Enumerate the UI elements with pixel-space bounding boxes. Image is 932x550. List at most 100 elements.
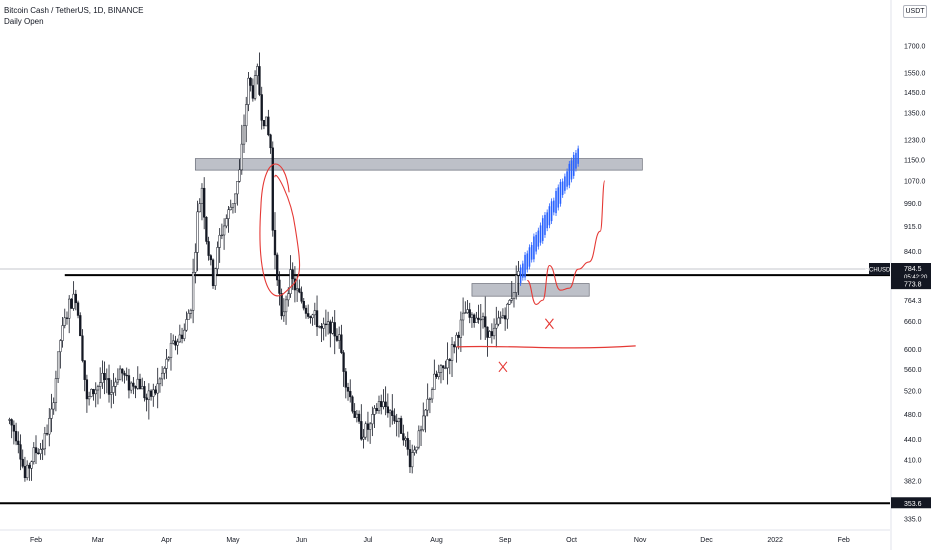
candle	[231, 203, 235, 208]
candle	[222, 225, 226, 236]
candle	[384, 401, 387, 407]
candle	[435, 373, 438, 377]
path-drawing[interactable]	[526, 180, 606, 305]
candle	[240, 143, 243, 171]
candle	[446, 359, 449, 369]
candle	[149, 390, 153, 397]
candle	[63, 317, 66, 326]
candle	[94, 389, 97, 395]
candle	[81, 335, 84, 361]
time-axis-layer: Feb Mar Apr May Jun Jul Aug Sep Oct Nov Dec 2022 Feb	[0, 529, 890, 544]
candle	[245, 104, 248, 127]
yaxis-tick-label: 1450.0	[904, 90, 926, 97]
candle	[114, 381, 117, 387]
currency-selector[interactable]: USDT	[903, 5, 927, 18]
candle	[302, 300, 305, 309]
candle	[486, 326, 489, 338]
candle	[145, 397, 148, 400]
yaxis-tick-label: 915.0	[904, 224, 922, 231]
projection-bar	[575, 152, 577, 169]
candle	[291, 269, 294, 280]
candle	[43, 433, 47, 450]
candle	[479, 318, 482, 321]
candle	[349, 391, 352, 398]
candle	[209, 255, 212, 261]
candle	[238, 169, 241, 182]
candle	[442, 365, 445, 369]
candle	[112, 386, 115, 393]
candle	[269, 134, 272, 149]
projection-layer	[519, 145, 579, 286]
candle	[229, 206, 232, 210]
countdown-label: 05:42:20	[904, 275, 928, 281]
candle	[395, 420, 398, 423]
cross-mark[interactable]	[544, 318, 554, 330]
candle	[422, 415, 425, 431]
yaxis-tick-label: 840.0	[904, 249, 922, 256]
candle	[207, 241, 210, 256]
candle	[236, 181, 239, 195]
candle	[278, 279, 281, 294]
loop-drawing[interactable]	[259, 163, 301, 297]
resistance-zone[interactable]	[471, 283, 590, 297]
projection-bar	[548, 206, 551, 226]
candle	[307, 313, 310, 317]
candle	[50, 408, 53, 419]
candle	[48, 418, 51, 435]
candle	[121, 368, 124, 374]
candle	[72, 293, 75, 309]
candle	[39, 449, 42, 455]
candle	[393, 415, 396, 422]
yaxis-tick-label: 1070.0	[904, 178, 926, 185]
candle	[216, 247, 219, 269]
candle	[499, 316, 502, 319]
candle	[191, 272, 195, 311]
projection-bar	[557, 187, 560, 208]
yaxis-tick-label: 1150.0	[904, 157, 925, 164]
projection-bar	[522, 263, 524, 278]
candle	[116, 379, 120, 383]
candle	[70, 298, 73, 309]
candle	[158, 378, 162, 385]
xaxis-tick-label: Sep	[499, 537, 512, 544]
candle	[366, 423, 370, 430]
candle	[169, 342, 173, 358]
candle	[375, 408, 378, 411]
candle	[45, 433, 49, 435]
cross-mark[interactable]	[498, 361, 508, 373]
candle	[355, 413, 359, 418]
candle	[74, 293, 77, 304]
candle	[320, 326, 323, 329]
xaxis-tick-label: Aug	[430, 537, 443, 544]
candle	[329, 321, 332, 334]
candle	[391, 410, 394, 416]
candle	[56, 351, 60, 379]
candle	[490, 331, 494, 337]
candle	[515, 275, 518, 293]
candle	[264, 116, 268, 127]
candle	[83, 360, 86, 380]
candle	[346, 387, 350, 392]
projection-bar	[555, 190, 557, 214]
candle	[10, 419, 13, 426]
candle	[12, 424, 16, 432]
candle	[165, 358, 168, 369]
candle	[205, 217, 208, 242]
candle	[501, 315, 505, 318]
candle	[289, 269, 292, 295]
projection-bar	[519, 267, 522, 283]
candle	[203, 187, 206, 218]
candle	[503, 315, 507, 320]
candle	[8, 419, 11, 421]
yaxis-tick-label: 990.0	[904, 201, 922, 208]
candle	[377, 401, 381, 411]
candle	[138, 378, 142, 390]
candle	[262, 120, 266, 127]
yaxis-tick-label: 1550.0	[904, 70, 926, 77]
resistance-zone[interactable]	[194, 158, 643, 171]
support-drawing[interactable]	[456, 345, 636, 349]
candle	[19, 444, 22, 460]
candle	[397, 418, 401, 422]
candle	[167, 357, 170, 360]
